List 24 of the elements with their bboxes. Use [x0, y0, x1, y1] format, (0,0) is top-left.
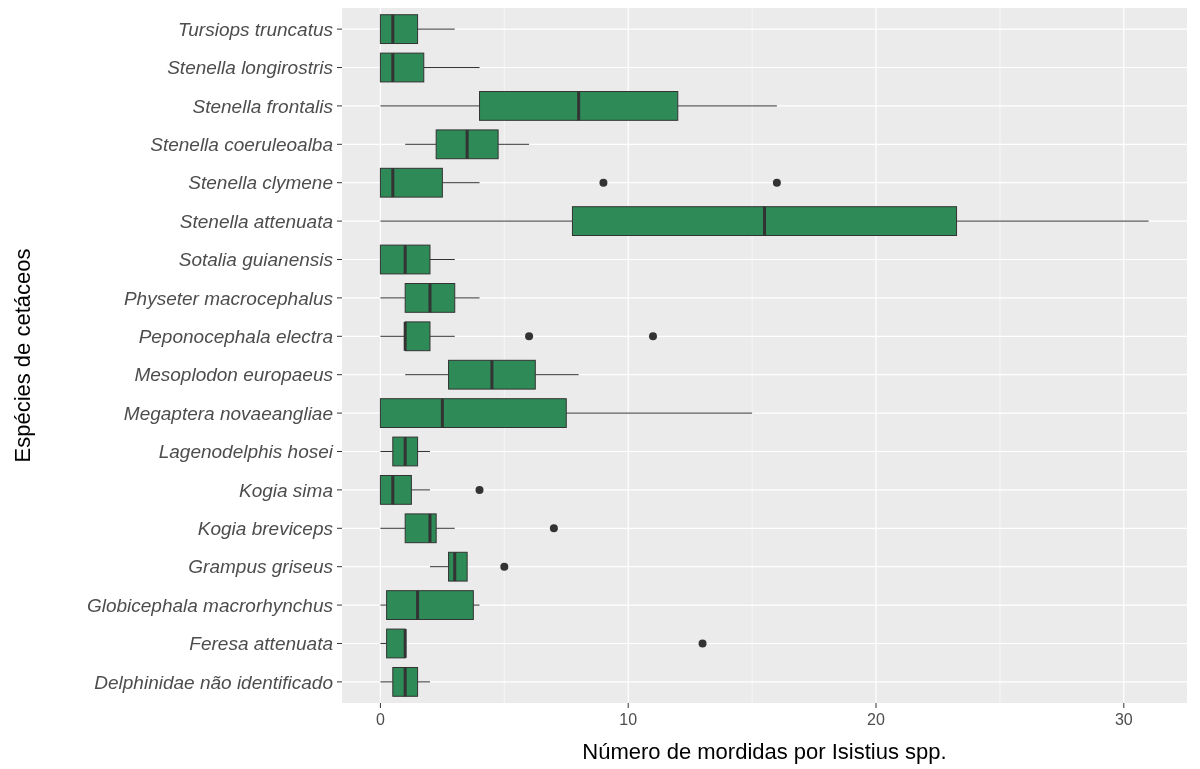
y-tick-label: Stenella frontalis: [192, 95, 334, 117]
x-axis-title: Número de mordidas por Isistius spp.: [582, 739, 947, 764]
y-tick-label: Sotalia guianensis: [178, 249, 334, 271]
y-tick-label: Grampus griseus: [188, 556, 334, 578]
y-tick-label: Kogia breviceps: [197, 517, 334, 539]
y-tick-label: Stenella longirostris: [167, 57, 334, 79]
y-tick-label: Peponocephala electra: [138, 325, 333, 347]
y-tick-label: Tursiops truncatus: [178, 18, 334, 40]
y-tick-label: Physeter macrocephalus: [123, 287, 334, 309]
x-tick-label: 0: [375, 711, 385, 728]
y-tick-label: Megaptera novaeangliae: [123, 402, 333, 424]
y-tick-label: Feresa attenuata: [189, 633, 333, 655]
y-tick-label: Stenella coeruleoalba: [150, 133, 333, 155]
y-tick-label: Delphinidae não identificado: [94, 671, 333, 693]
y-tick-label: Globicephala macrorhynchus: [86, 594, 334, 616]
x-tick-label: 20: [867, 711, 886, 728]
y-tick-label: Stenella clymene: [188, 172, 333, 194]
y-tick-label: Lagenodelphis hosei: [158, 441, 334, 463]
y-tick-label: Stenella attenuata: [179, 210, 333, 232]
x-tick-label: 10: [619, 711, 638, 728]
y-axis-title: Espécies de cetáceos: [10, 248, 35, 463]
y-tick-label: Kogia sima: [239, 479, 333, 501]
x-tick-label: 30: [1114, 711, 1133, 728]
y-tick-label: Mesoplodon europaeus: [134, 364, 334, 386]
